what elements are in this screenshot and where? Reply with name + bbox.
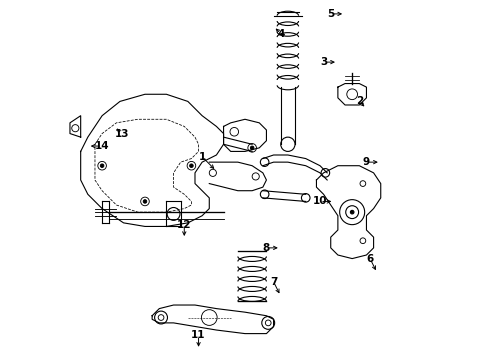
Text: 6: 6 [367, 253, 374, 264]
Text: 11: 11 [191, 330, 206, 341]
Text: 4: 4 [277, 28, 284, 39]
Text: 5: 5 [327, 9, 334, 19]
Circle shape [100, 164, 104, 167]
Circle shape [250, 146, 254, 150]
Text: 7: 7 [270, 277, 277, 287]
Text: 3: 3 [320, 57, 327, 67]
Circle shape [350, 210, 354, 214]
Text: 14: 14 [95, 141, 109, 151]
Circle shape [143, 200, 147, 203]
Circle shape [190, 164, 193, 167]
Text: 8: 8 [263, 243, 270, 253]
Text: 12: 12 [177, 220, 192, 230]
Text: 1: 1 [198, 152, 206, 162]
Text: 10: 10 [313, 197, 327, 206]
Text: 9: 9 [363, 157, 370, 167]
Text: 13: 13 [115, 129, 129, 139]
Text: 2: 2 [356, 96, 363, 107]
